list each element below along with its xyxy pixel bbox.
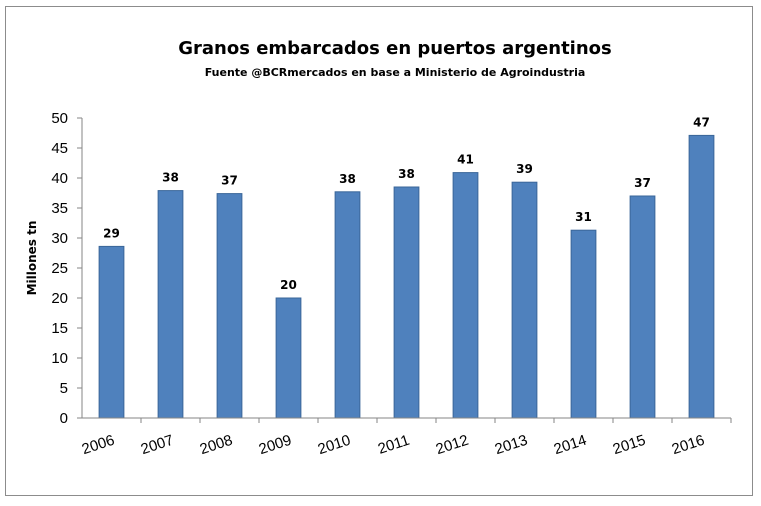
bar-2015	[629, 195, 656, 419]
y-tick-label: 40	[51, 170, 68, 187]
bar-2012	[452, 172, 479, 419]
data-label-2006: 29	[103, 226, 120, 240]
x-tick-label-2012: 2012	[434, 432, 471, 458]
bar-2006	[98, 245, 125, 419]
data-label-2010: 38	[339, 172, 356, 186]
chart-frame	[5, 6, 753, 496]
axes	[77, 117, 732, 423]
data-label-2016: 47	[693, 115, 710, 129]
x-tick-label-2009: 2009	[257, 432, 294, 458]
x-tick-label-2015: 2015	[611, 432, 648, 458]
bar-2013	[511, 181, 538, 419]
x-tick-label-2008: 2008	[198, 432, 235, 458]
x-tick-label-2013: 2013	[493, 432, 530, 458]
x-tick-label-2016: 2016	[670, 432, 707, 458]
data-label-2007: 38	[162, 171, 179, 185]
bar-2008	[216, 193, 243, 419]
data-label-2008: 37	[221, 174, 238, 188]
chart-subtitle: Fuente @BCRmercados en base a Ministerio…	[205, 66, 586, 79]
bar-2007	[157, 190, 184, 419]
data-label-2009: 20	[280, 278, 297, 292]
data-label-2013: 39	[516, 162, 533, 176]
y-axis-ticks: 0 5 10 15 20 25 30 35 40 45 50	[51, 110, 68, 427]
y-tick-label: 0	[60, 410, 68, 427]
data-label-2011: 38	[398, 167, 415, 181]
y-tick-label: 35	[51, 200, 68, 217]
y-tick-label: 20	[51, 290, 68, 307]
bar-2011	[393, 186, 420, 419]
x-tick-label-2006: 2006	[80, 432, 117, 458]
bar-2009	[275, 297, 302, 419]
y-tick-label: 45	[51, 140, 68, 157]
bar-2014	[570, 229, 597, 419]
x-tick-label-2011: 2011	[376, 432, 412, 458]
data-labels: 29 38 37 20 38 38 41 39 31 37 47	[103, 115, 710, 292]
x-tick-label-2014: 2014	[552, 432, 589, 458]
y-tick-label: 25	[51, 260, 68, 277]
data-label-2015: 37	[634, 176, 651, 190]
bar-2010	[334, 191, 361, 419]
y-axis-label: Millones tn	[25, 221, 39, 296]
y-tick-label: 5	[60, 380, 68, 397]
x-axis-ticks: 2006 2007 2008 2009 2010 2011 2012 2013 2014 2015…	[80, 432, 707, 458]
x-tick-label-2007: 2007	[139, 432, 176, 458]
y-tick-label: 50	[51, 110, 68, 127]
y-tick-label: 15	[51, 320, 68, 337]
data-label-2012: 41	[457, 153, 474, 167]
y-tick-label: 30	[51, 230, 68, 247]
x-tick-label-2010: 2010	[316, 432, 353, 458]
chart-title: Granos embarcados en puertos argentinos	[178, 38, 612, 59]
bar-2016	[688, 134, 715, 419]
data-label-2014: 31	[575, 210, 592, 224]
y-tick-label: 10	[51, 350, 68, 367]
bars	[98, 134, 715, 419]
